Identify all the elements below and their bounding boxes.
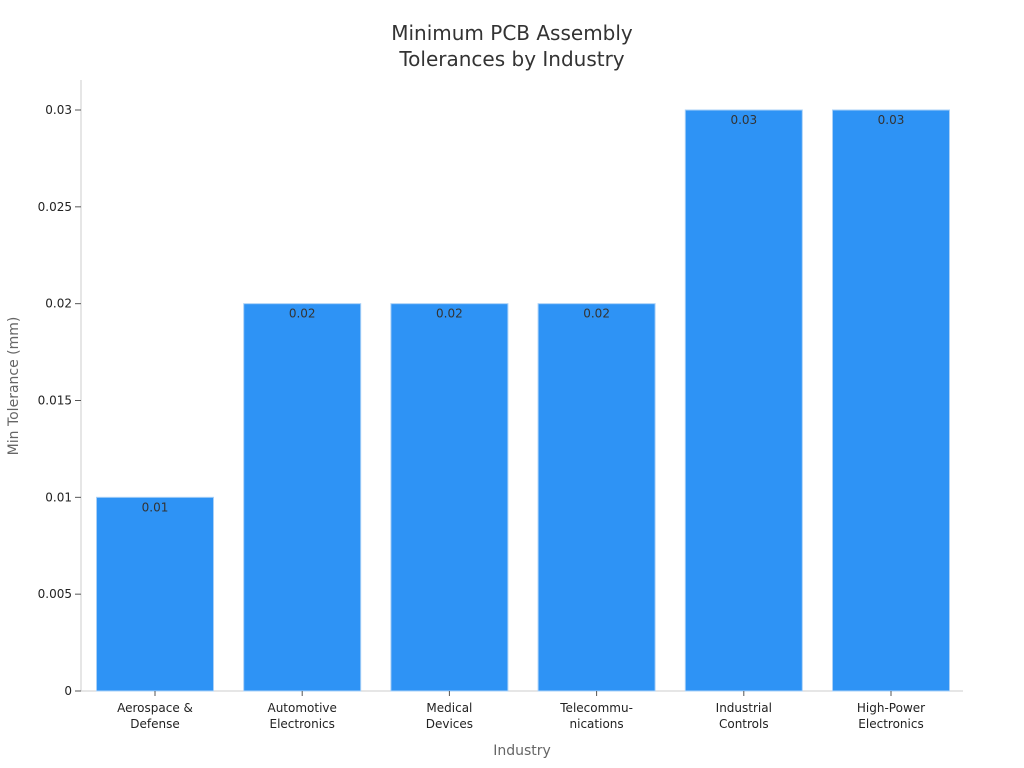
plot-area: 0 0.005 0.01 0.015 0.02 0.025 0.03 0.01 Aerospac… bbox=[38, 80, 963, 731]
y-tick-label: 0.005 bbox=[38, 587, 72, 601]
chart-title-line-1: Minimum PCB Assembly bbox=[391, 21, 633, 45]
bar bbox=[684, 109, 803, 692]
bar-value-label: 0.03 bbox=[730, 113, 757, 127]
x-tick-label: Defense bbox=[130, 717, 179, 731]
x-tick-label: Automotive bbox=[267, 701, 336, 715]
x-tick-label: Industrial bbox=[716, 701, 772, 715]
x-tick-label: nications bbox=[570, 717, 624, 731]
x-tick-label: Controls bbox=[719, 717, 769, 731]
bar-value-label: 0.03 bbox=[878, 113, 905, 127]
x-tick-label: High-Power bbox=[857, 701, 925, 715]
y-tick-label: 0.02 bbox=[45, 297, 72, 311]
bar-value-label: 0.01 bbox=[142, 500, 169, 514]
bar bbox=[390, 303, 509, 692]
bar-value-label: 0.02 bbox=[289, 307, 316, 321]
y-tick-label: 0.03 bbox=[45, 103, 72, 117]
y-tick-label: 0 bbox=[64, 684, 72, 698]
bar-value-label: 0.02 bbox=[436, 307, 463, 321]
bar bbox=[96, 496, 214, 692]
y-tick-label: 0.015 bbox=[38, 394, 72, 408]
bar bbox=[243, 303, 362, 692]
x-tick-label: Devices bbox=[426, 717, 473, 731]
y-tick-label: 0.01 bbox=[45, 490, 72, 504]
bar bbox=[537, 303, 656, 692]
x-axis-title: Industry bbox=[493, 743, 551, 759]
y-axis-title: Min Tolerance (mm) bbox=[6, 317, 22, 456]
x-tick-label: Telecommu- bbox=[559, 701, 633, 715]
x-tick-label: Electronics bbox=[269, 717, 334, 731]
bar bbox=[832, 109, 950, 692]
x-tick-label: Aerospace & bbox=[117, 701, 193, 715]
x-tick-label: Medical bbox=[426, 701, 472, 715]
x-tick-label: Electronics bbox=[858, 717, 923, 731]
bar-value-label: 0.02 bbox=[583, 307, 610, 321]
y-tick-label: 0.025 bbox=[38, 200, 72, 214]
chart-title-line-2: Tolerances by Industry bbox=[398, 47, 624, 71]
